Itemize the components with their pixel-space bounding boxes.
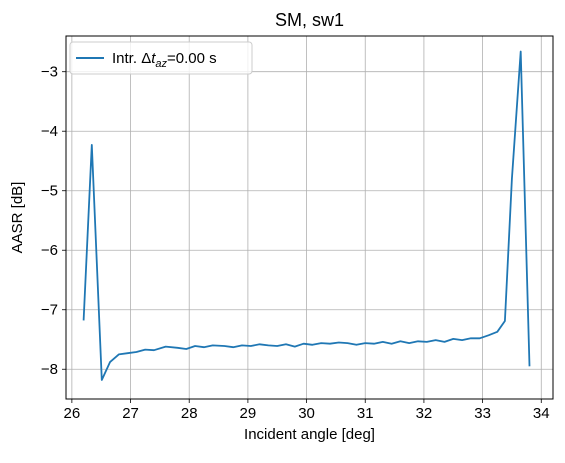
grid-lines (66, 36, 553, 399)
y-tick-label: −8 (41, 361, 58, 378)
x-tick-label: 27 (122, 405, 139, 422)
chart-title: SM, sw1 (275, 10, 344, 30)
legend: Intr. Δtaz=0.00 s (69, 41, 253, 75)
legend-box (69, 41, 253, 75)
x-tick-label: 32 (416, 405, 433, 422)
x-tick-label: 34 (533, 405, 550, 422)
legend-subscript: az (155, 58, 167, 70)
series-line (82, 50, 531, 381)
x-tick-label: 26 (64, 405, 81, 422)
y-tick-label: −7 (41, 302, 58, 319)
legend-t-symbol: t (151, 50, 156, 67)
plot-area-frame (65, 35, 554, 400)
x-tick-label: 29 (240, 405, 257, 422)
x-tick-label: 28 (181, 405, 198, 422)
legend-delta-symbol: Δ (141, 50, 151, 67)
axis-ticks: 26 27 28 29 30 31 32 33 34 −8 −7 −6 −5 −4 −3 (41, 64, 550, 422)
x-tick-label: 30 (298, 405, 315, 422)
y-axis-label: AASR [dB] (9, 182, 26, 254)
x-tick-label: 33 (474, 405, 491, 422)
legend-entry-label: Intr. Δtaz=0.00 s (112, 50, 217, 70)
y-tick-label: −5 (41, 183, 58, 200)
series-layer (82, 50, 531, 381)
y-tick-label: −6 (41, 242, 58, 259)
y-tick-label: −3 (41, 64, 58, 81)
y-tick-label: −4 (41, 123, 58, 140)
x-tick-label: 31 (357, 405, 374, 422)
legend-suffix: =0.00 s (167, 50, 217, 67)
legend-prefix: Intr. (112, 50, 141, 67)
x-axis-label: Incident angle [deg] (244, 426, 375, 443)
